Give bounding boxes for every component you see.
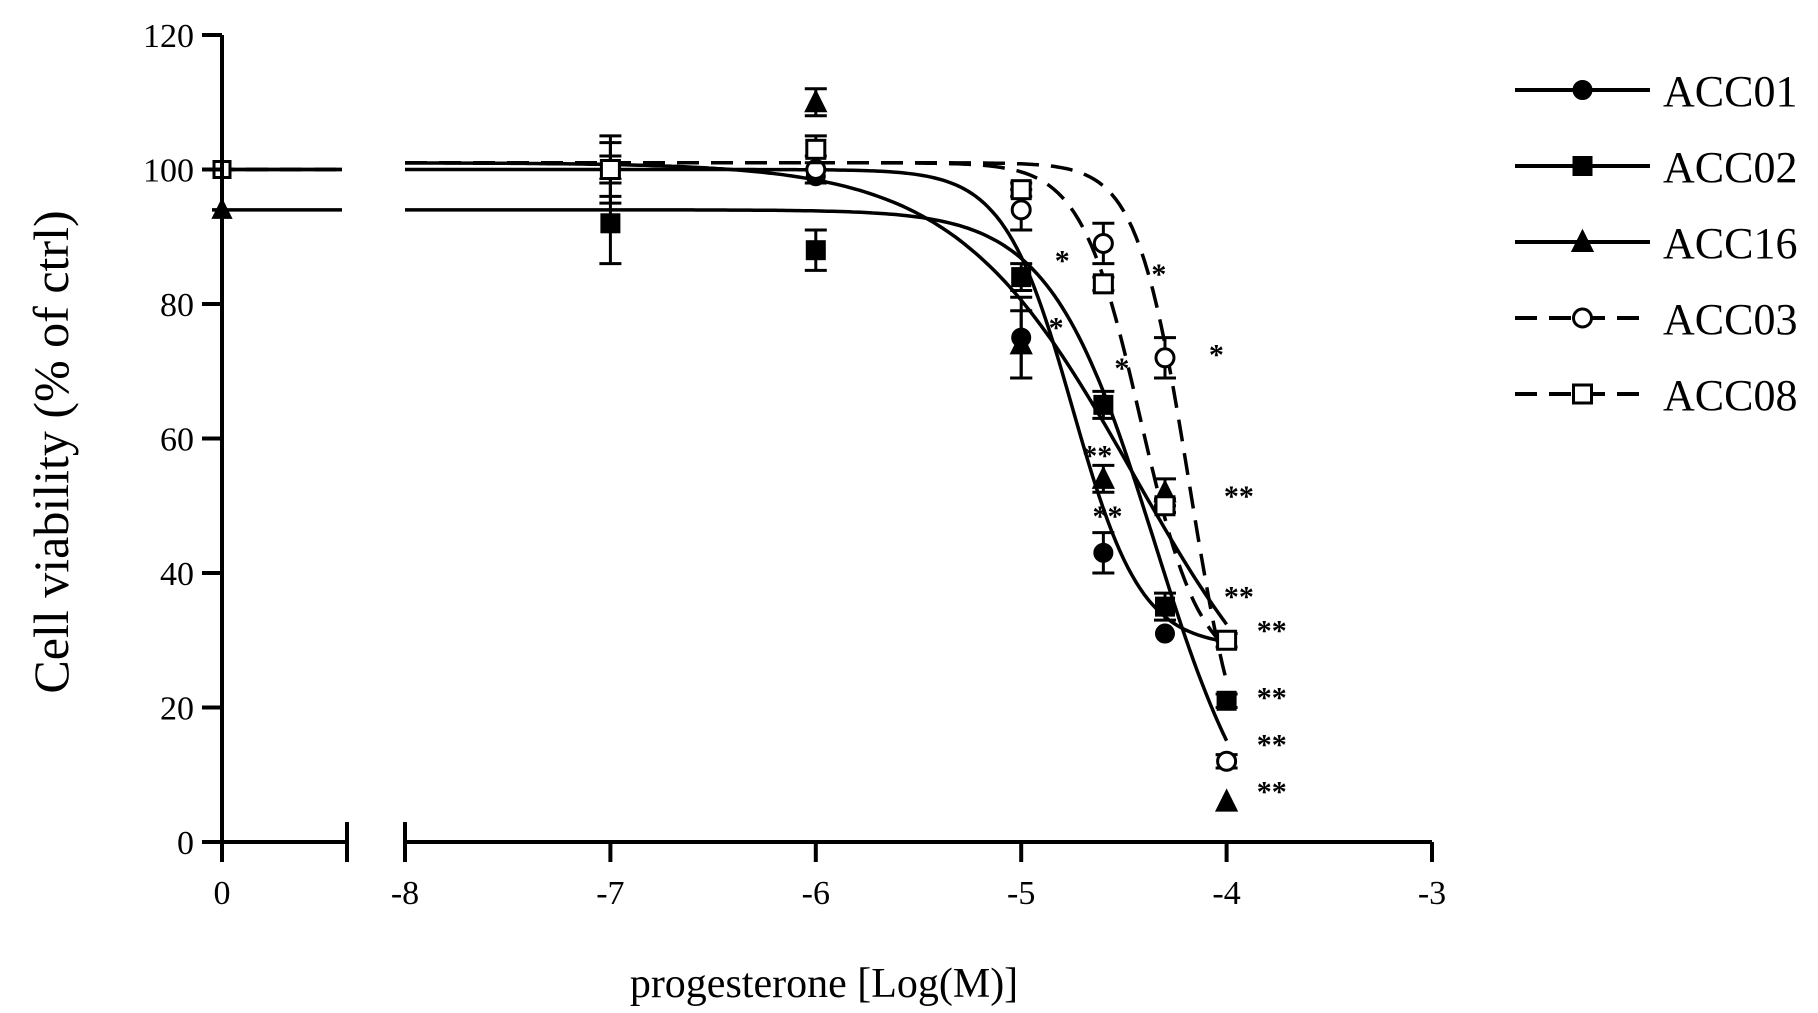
- marker-open-circle: [1572, 307, 1593, 329]
- significance-star: *: [1114, 352, 1129, 385]
- marker-open-circle: [1092, 232, 1114, 254]
- y-tick-label: 0: [177, 825, 194, 862]
- significance-star: *: [1151, 258, 1166, 291]
- legend-item-acc01: ACC01: [1515, 67, 1797, 116]
- significance-star: *: [1209, 339, 1224, 372]
- significance-star: *: [1049, 312, 1064, 345]
- marker-filled-triangle: [1009, 331, 1033, 355]
- marker-open-circle: [1010, 199, 1032, 221]
- x-tick-label: -3: [1418, 875, 1446, 912]
- marker-open-square: [599, 159, 621, 180]
- marker-filled-triangle: [1091, 465, 1115, 489]
- fit-curve-acc16: [405, 208, 1229, 742]
- legend-item-acc08: ACC08: [1515, 371, 1797, 420]
- marker-open-circle: [1154, 347, 1176, 369]
- marker-filled-circle: [1093, 542, 1114, 563]
- legend-label: ACC16: [1663, 219, 1797, 268]
- marker-filled-square: [1011, 267, 1032, 288]
- axes: 0 20 40 60 80 100 120 0 -8 -7 -6 -5 -4 -3: [143, 18, 1446, 912]
- data-markers: [211, 87, 1239, 812]
- marker-filled-triangle: [1214, 788, 1239, 812]
- y-tick-label: 80: [160, 287, 194, 324]
- y-axis-title: Cell viability (% of ctrl): [23, 210, 79, 693]
- y-tick-label: 120: [143, 18, 194, 55]
- marker-filled-square: [600, 213, 621, 234]
- x-axis-title: progesterone [Log(M)]: [630, 961, 1018, 1007]
- x-tick-label: 0: [214, 875, 231, 912]
- significance-star: **: [1257, 776, 1287, 809]
- legend-label: ACC08: [1663, 371, 1797, 420]
- y-tick-label: 60: [160, 422, 194, 459]
- legend-label: ACC01: [1663, 67, 1797, 116]
- marker-open-square: [805, 138, 827, 160]
- x-tick-label: -5: [1007, 875, 1035, 912]
- marker-filled-square: [805, 240, 826, 261]
- significance-star: **: [1224, 581, 1254, 614]
- y-tick-label: 20: [160, 691, 194, 728]
- y-tick-label: 100: [143, 153, 194, 190]
- marker-open-square: [1092, 273, 1114, 295]
- legend-item-acc02: ACC02: [1515, 143, 1797, 192]
- y-tick-label: 40: [160, 556, 194, 593]
- significance-star: *: [1055, 244, 1070, 277]
- legend-label: ACC03: [1663, 295, 1797, 344]
- significance-star: **: [1082, 439, 1112, 472]
- marker-filled-triangle: [1570, 228, 1595, 252]
- marker-filled-circle: [1572, 80, 1593, 100]
- marker-filled-square: [1572, 156, 1593, 176]
- significance-star: **: [1257, 614, 1287, 647]
- x-tick-label: -7: [596, 875, 624, 912]
- control-lines: [212, 167, 342, 212]
- marker-filled-triangle: [804, 89, 828, 113]
- x-tick-label: -6: [802, 875, 830, 912]
- significance-star: **: [1224, 480, 1254, 513]
- marker-open-square: [1010, 179, 1032, 201]
- significance-star: **: [1257, 682, 1287, 715]
- marker-open-square: [1572, 383, 1593, 405]
- significance-star: **: [1092, 500, 1122, 533]
- significance-star: **: [1257, 729, 1287, 762]
- significance-annotations: *********************: [1049, 244, 1287, 808]
- legend-item-acc16: ACC16: [1515, 219, 1797, 268]
- marker-open-circle: [1216, 750, 1238, 772]
- marker-open-square: [1154, 495, 1176, 517]
- marker-open-square: [1216, 629, 1238, 651]
- marker-filled-square: [1154, 596, 1175, 617]
- marker-filled-circle: [1154, 623, 1175, 644]
- marker-filled-square: [1093, 394, 1114, 415]
- marker-filled-square: [1216, 690, 1237, 711]
- legend-item-acc03: ACC03: [1515, 295, 1797, 344]
- x-tick-label: -8: [391, 875, 419, 912]
- legend: ACC01 ACC02 ACC16 ACC03 ACC08: [1515, 67, 1797, 420]
- x-tick-label: -4: [1212, 875, 1240, 912]
- legend-label: ACC02: [1663, 143, 1797, 192]
